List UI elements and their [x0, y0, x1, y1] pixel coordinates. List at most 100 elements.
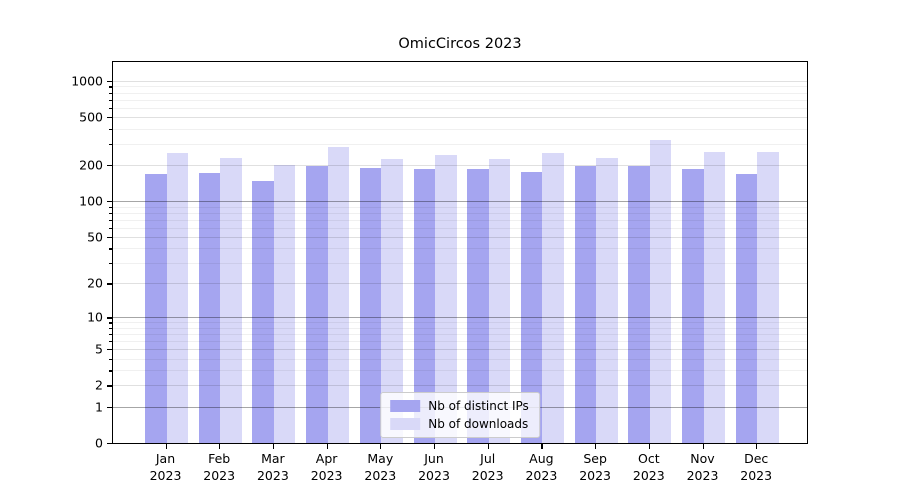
y-axis: 0 1 2 5 10 20 50 100 200 500 1000 [0, 62, 103, 450]
y-gridline [113, 283, 807, 285]
bar-distinct-ips [359, 168, 382, 443]
x-tick-label: Jan 2023 [149, 451, 182, 483]
y-gridline-minor [113, 322, 807, 324]
y-tick-mark-minor [109, 99, 112, 101]
y-gridline-minor [113, 219, 807, 221]
legend-swatch-distinct-ips [390, 400, 421, 412]
x-tick-label: Jun 2023 [418, 451, 450, 483]
y-tick-mark-minor [109, 219, 112, 221]
bar-downloads [327, 147, 350, 443]
y-tick-mark [107, 406, 112, 408]
x-tick-mark [219, 444, 221, 449]
y-tick-label: 20 [87, 275, 103, 291]
y-gridline-minor [113, 370, 807, 372]
y-tick-mark-minor [109, 212, 112, 214]
y-gridline-minor [113, 341, 807, 343]
bars-layer [113, 62, 807, 443]
y-gridline-minor [113, 99, 807, 101]
y-tick-mark-minor [109, 86, 112, 88]
y-tick-mark [107, 236, 112, 239]
y-tick-mark [107, 349, 112, 351]
x-tick-label: Mar 2023 [256, 451, 289, 483]
y-gridline-minor [113, 327, 807, 329]
y-gridline [113, 236, 807, 238]
legend-label-distinct-ips: Nb of distinct IPs [428, 399, 529, 413]
y-tick-label: 2 [95, 377, 103, 393]
x-tick-label: Jul 2023 [471, 451, 504, 483]
y-tick-label: 500 [79, 109, 103, 125]
x-tick-label: Aug 2023 [525, 451, 558, 483]
bar-downloads [488, 158, 511, 443]
y-tick-mark-minor [109, 206, 112, 208]
bar-distinct-ips [198, 172, 221, 443]
bar-downloads [757, 152, 779, 443]
bar-downloads [273, 164, 296, 443]
x-axis: Jan 2023 Feb 2023 Mar 2023 Apr 2023 May 2023… [112, 444, 808, 496]
bar-downloads [596, 157, 618, 443]
y-gridline [113, 117, 807, 119]
x-tick-label: Nov 2023 [686, 451, 719, 483]
y-tick-mark [107, 80, 112, 83]
x-tick-mark [380, 444, 382, 449]
bar-distinct-ips [574, 166, 597, 443]
x-tick-mark [165, 444, 167, 449]
x-tick-mark [595, 444, 597, 449]
y-tick-mark-minor [109, 327, 112, 330]
x-tick-label: May 2023 [364, 451, 397, 483]
gridlines-layer [113, 62, 807, 443]
y-tick-mark-minor [109, 248, 112, 250]
y-gridline-minor [113, 143, 807, 145]
y-gridline-minor [113, 334, 807, 336]
x-tick-label: Apr 2023 [310, 451, 343, 483]
y-gridline-minor [113, 248, 807, 250]
x-tick-mark [702, 444, 704, 449]
bar-downloads [703, 152, 725, 443]
bar-distinct-ips [628, 166, 650, 443]
y-tick-mark-minor [109, 92, 112, 94]
y-tick-mark-minor [109, 143, 112, 146]
y-tick-label: 50 [87, 229, 103, 245]
legend-item-distinct-ips: Nb of distinct IPs [390, 399, 529, 413]
bar-downloads [166, 152, 188, 443]
bar-downloads [381, 158, 403, 443]
y-tick-label: 1 [95, 399, 103, 415]
x-tick-mark [326, 444, 328, 449]
y-gridline-minor [113, 358, 807, 360]
y-gridline [113, 165, 807, 167]
x-tick-mark [487, 444, 489, 449]
legend-label-downloads: Nb of downloads [428, 417, 529, 431]
y-tick-mark-minor [109, 322, 112, 324]
bar-downloads [435, 154, 457, 443]
y-tick-mark-minor [109, 107, 112, 109]
y-gridline-minor [113, 128, 807, 130]
y-tick-mark [107, 201, 112, 203]
y-gridline [113, 385, 807, 387]
bar-distinct-ips [306, 166, 328, 443]
y-tick-mark-minor [109, 358, 112, 360]
y-gridline-minor [113, 212, 807, 214]
bar-downloads [542, 153, 564, 443]
y-gridline-emphasis [113, 317, 807, 319]
y-gridline-emphasis [113, 201, 807, 203]
y-gridline-minor [113, 206, 807, 208]
bar-distinct-ips [735, 174, 758, 443]
y-gridline-minor [113, 263, 807, 265]
x-tick-mark [648, 444, 650, 449]
bar-distinct-ips [252, 180, 274, 443]
y-tick-mark [107, 317, 112, 319]
x-tick-mark [541, 444, 543, 449]
y-tick-mark [107, 117, 112, 119]
y-tick-mark-minor [109, 263, 112, 265]
y-tick-label: 5 [95, 341, 103, 357]
bar-downloads [649, 140, 672, 443]
bar-distinct-ips [682, 169, 704, 443]
y-tick-mark-minor [109, 334, 112, 336]
bar-distinct-ips [467, 169, 489, 443]
y-gridline-minor [113, 227, 807, 229]
y-tick-mark-minor [109, 370, 112, 372]
y-gridline-minor [113, 86, 807, 88]
y-tick-mark-minor [109, 227, 112, 229]
x-tick-mark [272, 444, 275, 449]
bar-downloads [220, 158, 242, 443]
legend: Nb of distinct IPs Nb of downloads [380, 392, 540, 438]
